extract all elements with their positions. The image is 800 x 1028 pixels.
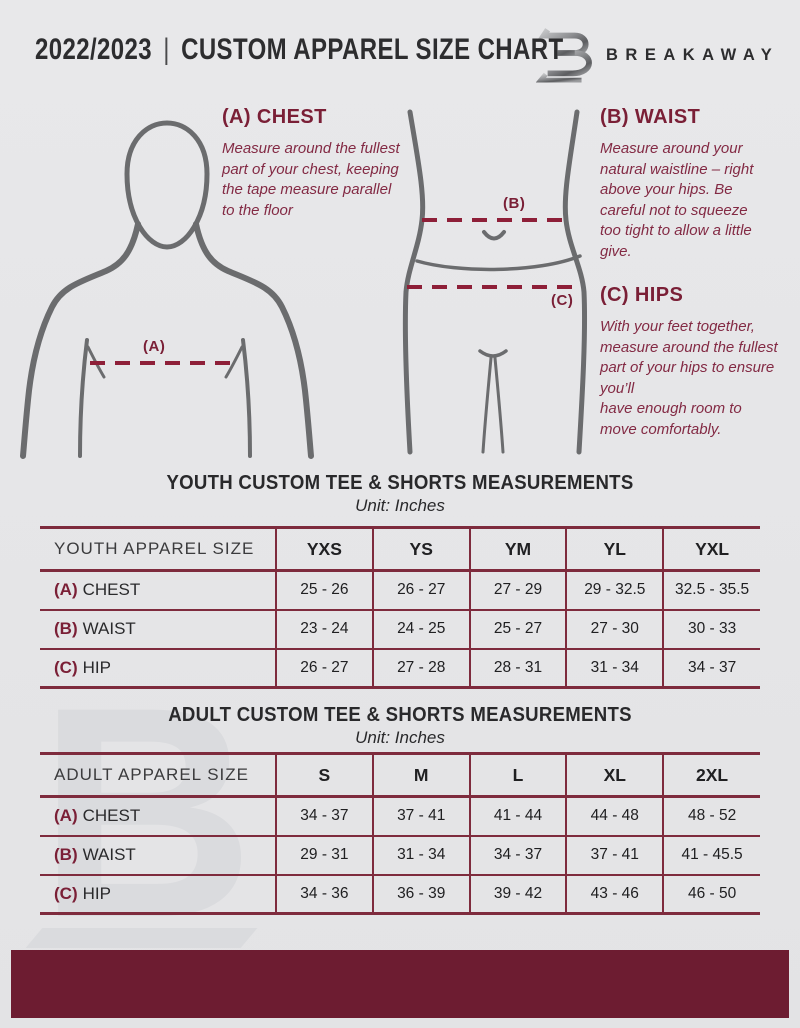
cell: 31 - 34 [566, 648, 665, 688]
cell: 31 - 34 [372, 835, 471, 876]
title-season: 2022/2023 [35, 33, 153, 66]
row-name: HIP [82, 657, 111, 677]
hips-guide-heading: (C) HIPS [600, 284, 684, 306]
cell: 23 - 24 [276, 609, 374, 650]
cell: 41 - 45.5 [663, 835, 760, 876]
row-letter: (B) [54, 619, 78, 638]
hips-guide-body: With your feet together, measure around … [600, 318, 778, 438]
row-letter: (C) [54, 657, 78, 677]
adult-size-m: M [372, 753, 471, 798]
cell: 36 - 39 [372, 874, 471, 914]
title-divider: | [163, 33, 170, 66]
cell: 25 - 26 [276, 570, 374, 611]
youth-size-label: YOUTH APPAREL SIZE [40, 527, 277, 572]
row-name: WAIST [82, 845, 136, 864]
adult-size-l: L [469, 753, 568, 798]
youth-size-yxl: YXL [663, 527, 760, 572]
youth-table-unit: Unit: Inches [355, 496, 445, 515]
adult-hip-label: (C) HIP [40, 874, 277, 914]
adult-table-title: ADULT CUSTOM TEE & SHORTS MEASUREMENTS [168, 704, 632, 726]
youth-waist-label: (B) WAIST [40, 609, 277, 650]
cell: 27 - 30 [566, 609, 665, 650]
waist-guide-heading: (B) WAIST [600, 106, 701, 128]
cell: 32.5 - 35.5 [663, 570, 760, 611]
cell: 44 - 48 [566, 796, 665, 837]
hips-guide: (C) HIPS With your feet together, measur… [600, 284, 780, 440]
table-row: (A) CHEST 34 - 37 37 - 41 41 - 44 44 - 48… [40, 796, 760, 837]
cell: 39 - 42 [469, 874, 568, 914]
youth-size-table: YOUTH APPAREL SIZE YXS YS YM YL YXL (A) C… [40, 526, 760, 689]
footer-bar [11, 950, 789, 1018]
adult-waist-label: (B) WAIST [40, 835, 277, 876]
table-row: (A) CHEST 25 - 26 26 - 27 27 - 29 29 - 32… [40, 570, 760, 611]
brand-lockup: BREAKAWAY [536, 22, 779, 84]
youth-chest-label: (A) CHEST [40, 570, 277, 611]
row-letter: (A) [54, 806, 78, 826]
cell: 25 - 27 [469, 609, 568, 650]
adult-size-s: S [276, 753, 374, 798]
cell: 37 - 41 [372, 796, 471, 837]
waist-guide: (B) WAIST Measure around your natural wa… [600, 106, 772, 262]
title-text: CUSTOM APPAREL SIZE CHART [181, 33, 564, 66]
youth-hip-label: (C) HIP [40, 648, 277, 688]
adult-header-row: ADULT APPAREL SIZE S M L XL 2XL [40, 753, 760, 798]
chest-guide-heading: (A) CHEST [222, 106, 327, 128]
waist-hip-measurement-figure [402, 109, 588, 455]
table-row: (C) HIP 34 - 36 36 - 39 39 - 42 43 - 46 4… [40, 874, 760, 914]
cell: 30 - 33 [663, 609, 760, 650]
table-row: (C) HIP 26 - 27 27 - 28 28 - 31 31 - 34 3… [40, 648, 760, 688]
cell: 34 - 37 [469, 835, 568, 876]
cell: 28 - 31 [469, 648, 568, 688]
cell: 34 - 37 [687, 658, 737, 676]
cell: 26 - 27 [276, 648, 374, 688]
youth-header-row: YOUTH APPAREL SIZE YXS YS YM YL YXL [40, 527, 760, 572]
cell: 48 - 52 [663, 796, 760, 837]
youth-size-ys: YS [372, 527, 471, 572]
adult-size-2xl: 2XL [663, 753, 760, 798]
cell: 29 - 32.5 [566, 570, 665, 611]
cell: 26 - 27 [372, 570, 471, 611]
row-name: CHEST [82, 806, 141, 826]
row-letter: (C) [54, 883, 78, 903]
cell: 27 - 29 [469, 570, 568, 611]
chest-guide-body: Measure around the fullest part of your … [222, 140, 400, 219]
youth-size-ym: YM [469, 527, 568, 572]
youth-size-yxs: YXS [276, 527, 374, 572]
table-row: (B) WAIST 23 - 24 24 - 25 25 - 27 27 - 30… [40, 609, 760, 650]
adult-size-table: ADULT APPAREL SIZE S M L XL 2XL (A) CHEST… [40, 752, 760, 915]
cell: 34 - 36 [276, 874, 374, 914]
row-letter: (B) [54, 845, 78, 864]
cell: 37 - 41 [566, 835, 665, 876]
brand-name: BREAKAWAY [606, 45, 780, 64]
adult-table-unit: Unit: Inches [355, 728, 445, 747]
marker-c-label: (C) [551, 292, 574, 309]
table-row: (B) WAIST 29 - 31 31 - 34 34 - 37 37 - 41… [40, 835, 760, 876]
waist-guide-body: Measure around your natural waistline – … [600, 140, 754, 260]
brand-watermark-slab [25, 928, 258, 948]
row-letter: (A) [54, 580, 78, 600]
cell: 27 - 28 [372, 648, 471, 688]
adult-size-label: ADULT APPAREL SIZE [40, 753, 277, 798]
row-name: HIP [82, 883, 111, 903]
cell: 43 - 46 [566, 874, 665, 914]
row-name: CHEST [82, 580, 141, 600]
adult-chest-label: (A) CHEST [40, 796, 277, 837]
cell: 46 - 50 [687, 884, 737, 902]
breakaway-b-logo-icon [536, 28, 592, 83]
cell: 29 - 31 [276, 835, 374, 876]
row-name: WAIST [82, 619, 136, 638]
cell: 24 - 25 [372, 609, 471, 650]
adult-size-xl: XL [566, 753, 665, 798]
chest-guide: (A) CHEST Measure around the fullest par… [222, 106, 404, 221]
marker-a-label: (A) [143, 338, 166, 355]
youth-table-title: YOUTH CUSTOM TEE & SHORTS MEASUREMENTS [166, 472, 634, 494]
cell: 34 - 37 [276, 796, 374, 837]
marker-b-label: (B) [503, 195, 526, 212]
chest-measurement-figure [20, 120, 314, 459]
youth-size-yl: YL [566, 527, 665, 572]
cell: 41 - 44 [469, 796, 568, 837]
page-title: 2022/2023 | CUSTOM APPAREL SIZE CHART [35, 33, 696, 75]
